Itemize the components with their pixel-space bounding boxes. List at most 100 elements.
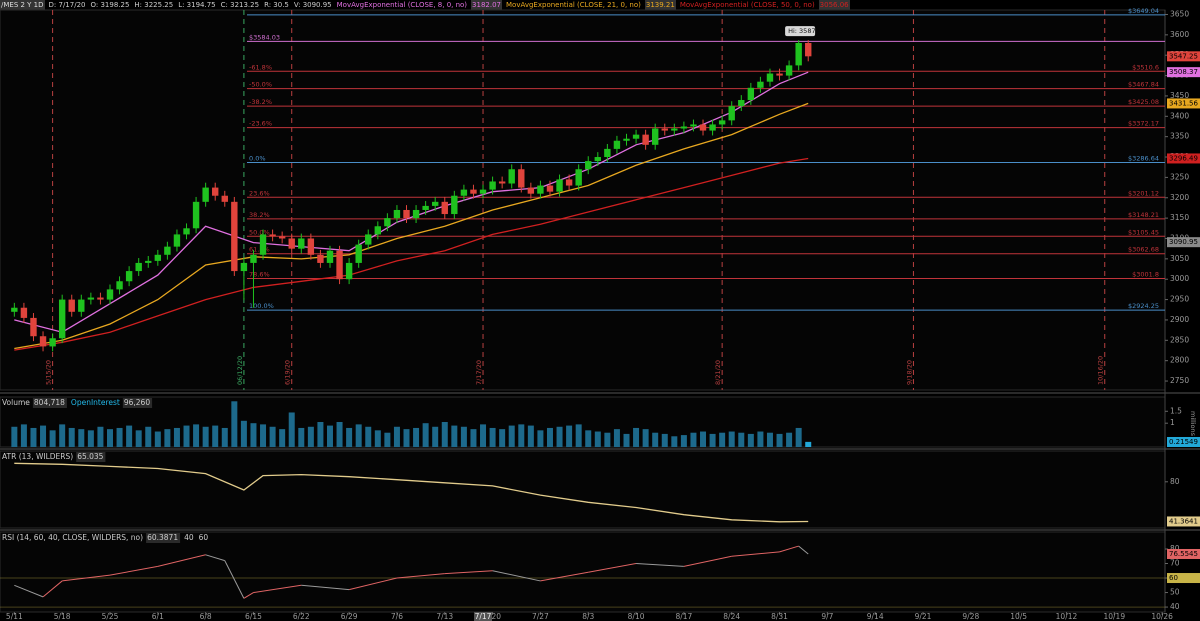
candle-body [49, 338, 56, 347]
price-badge [1167, 548, 1200, 559]
candle-body [546, 185, 554, 192]
fib-name: -61.8% [249, 63, 272, 71]
volume-bar [126, 425, 133, 447]
candle-body [776, 73, 783, 76]
x-tick-label: 5/11 [6, 612, 23, 621]
fib-price: $3105.45 [1128, 228, 1159, 236]
rsi-segment [157, 554, 206, 567]
candle-body [145, 260, 152, 263]
candle-body [479, 189, 487, 194]
expiration-label: 8/21/20 [714, 360, 722, 385]
candle-body [460, 189, 468, 196]
fib-price: $3062.68 [1128, 246, 1159, 254]
candle-body [39, 336, 47, 347]
legend-name: RSI (14, 60, 40, CLOSE, WILDERS, no) [2, 533, 143, 542]
candle-body [470, 189, 477, 194]
fib-price: $3201.12 [1128, 189, 1159, 197]
ohlc-field: R: 30.5 [264, 1, 289, 9]
candle-body [527, 187, 535, 194]
fib-price: $2924.25 [1128, 302, 1159, 310]
volume-bar [460, 426, 467, 447]
candle-body [613, 140, 621, 149]
panel-bg [0, 450, 1166, 529]
candle-body [795, 42, 802, 66]
candle-body [212, 187, 219, 196]
volume-bar [690, 432, 697, 447]
legend-value-box [76, 452, 106, 462]
candle-body [173, 234, 181, 247]
volume-bar [508, 425, 515, 447]
y-tick-label: 40 [1170, 602, 1180, 611]
volume-bar [489, 427, 496, 447]
candle-body [757, 81, 764, 88]
volume-bar [633, 427, 640, 447]
x-tick-label: 6/1 [152, 612, 164, 621]
y-tick-label: 3150 [1170, 213, 1189, 222]
candle-body [154, 254, 162, 261]
rsi-segment [205, 554, 225, 562]
candle-body [441, 201, 448, 215]
x-tick-label: 9/21 [915, 612, 932, 621]
volume-bar [279, 429, 286, 447]
study-value: 3139.21 [644, 0, 676, 10]
legend-level: 60 [199, 533, 209, 542]
ohlc-field: D: 7/17/20 [48, 1, 86, 9]
volume-bar [527, 425, 534, 447]
volume-bar [556, 426, 563, 447]
rsi-segment [492, 570, 541, 582]
volume-bar [451, 425, 458, 447]
y-tick-label: 80 [1170, 544, 1180, 553]
x-tick-label: 5/25 [102, 612, 119, 621]
rsi-segment [301, 584, 350, 591]
cursor-date: 7/17 [475, 612, 492, 621]
candle-body [575, 169, 582, 186]
rsi-segment [109, 565, 158, 576]
volume-bar [518, 424, 525, 447]
candle-body [30, 317, 37, 337]
candle-body [221, 195, 228, 202]
candle-body [240, 262, 248, 272]
candle-body [393, 209, 401, 219]
ohlc-field: O: 3198.25 [90, 1, 130, 9]
rsi-segment [348, 577, 398, 591]
candle-body [288, 238, 295, 249]
candle-body [384, 218, 391, 227]
legend-value: 804,718 [34, 398, 65, 407]
volume-bar [537, 430, 544, 447]
candle-body [432, 201, 439, 206]
volume-bar [757, 431, 764, 447]
x-tick-label: 6/8 [200, 612, 212, 621]
y-tick-label: 3650 [1170, 9, 1189, 18]
fib-name: -23.6% [249, 120, 272, 128]
study-name: MovAvgExponential (CLOSE, 21, 0, no) [506, 1, 641, 9]
price-badge [1167, 51, 1200, 62]
legend-value: 60.3871 [147, 533, 178, 542]
ema-line [14, 157, 809, 351]
fib-price: $3372.17 [1128, 120, 1159, 128]
volume-bar [145, 426, 152, 447]
volume-bar [193, 424, 200, 447]
candle-body [298, 238, 305, 249]
x-tick-label: 8/10 [628, 612, 645, 621]
y-tick-label: 1.5 [1170, 406, 1182, 415]
price-badge-label: 3547.25 [1169, 52, 1198, 60]
price-badge-label: 3508.37 [1169, 68, 1198, 76]
volume-bar [661, 433, 668, 447]
candle-body [565, 179, 573, 186]
expiration-label: 7/17/20 [475, 360, 483, 385]
candle-body [164, 246, 171, 255]
atr-line [14, 462, 809, 523]
candle-body [594, 157, 602, 162]
volume-bar [269, 426, 276, 447]
volume-bar [173, 427, 180, 447]
x-tick-label: 7/6 [391, 612, 403, 621]
price-badge [1167, 573, 1200, 584]
price-badge [1167, 437, 1200, 447]
volume-bar [355, 424, 362, 447]
y-tick-label: 2800 [1170, 356, 1189, 365]
volume-bar [365, 426, 372, 447]
candle-body [766, 73, 774, 82]
volume-bar [432, 426, 439, 447]
y-tick-label: 2950 [1170, 295, 1189, 304]
candle-body [632, 134, 640, 139]
